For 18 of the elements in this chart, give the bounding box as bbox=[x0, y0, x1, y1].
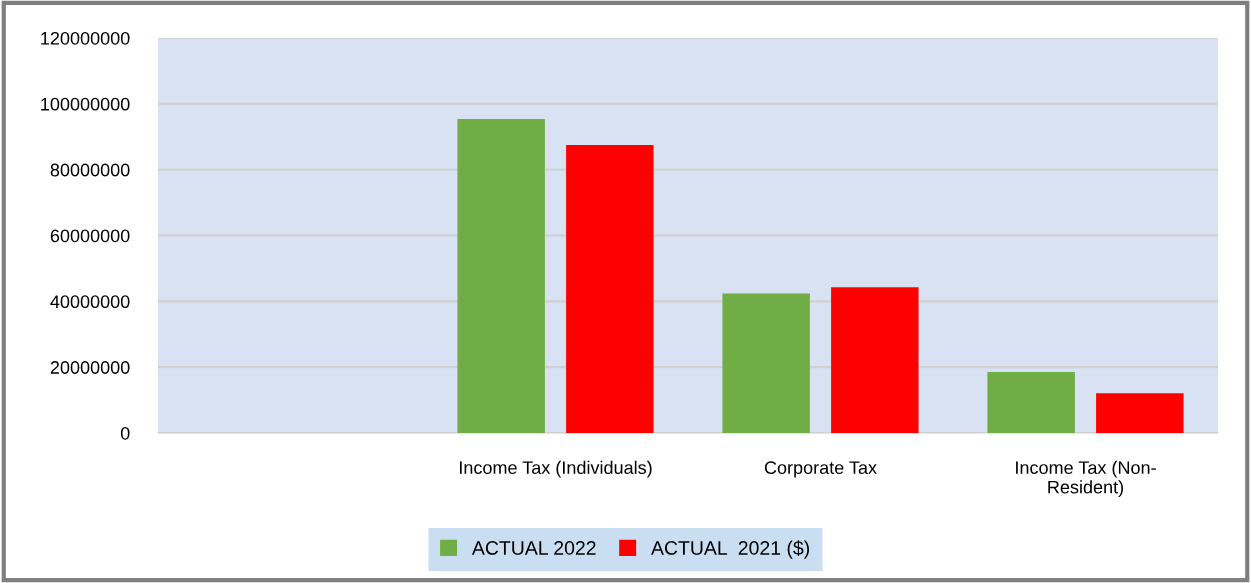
y-tick-label: 100000000 bbox=[41, 97, 130, 111]
x-tick-label: Income Tax (Non- Resident) bbox=[1016, 460, 1156, 498]
bar bbox=[566, 144, 654, 433]
bar bbox=[831, 287, 919, 433]
bar bbox=[987, 372, 1075, 433]
x-tick-label: Income Tax (Individuals) bbox=[460, 460, 652, 478]
y-tick-label: 120000000 bbox=[41, 31, 130, 45]
y-tick-label: 0 bbox=[120, 426, 130, 440]
legend-label: ACTUAL 2022 bbox=[471, 541, 596, 555]
bar bbox=[722, 293, 810, 433]
y-tick-label: 20000000 bbox=[50, 361, 130, 374]
y-tick-label: 40000000 bbox=[50, 295, 130, 309]
y-tick-label: 60000000 bbox=[50, 229, 130, 243]
bar bbox=[1096, 393, 1184, 433]
legend-label: ACTUAL 2021 ($) bbox=[651, 540, 809, 559]
bar bbox=[457, 118, 545, 433]
x-tick-label: Corporate Tax bbox=[764, 461, 877, 478]
y-tick-label: 80000000 bbox=[50, 163, 130, 177]
